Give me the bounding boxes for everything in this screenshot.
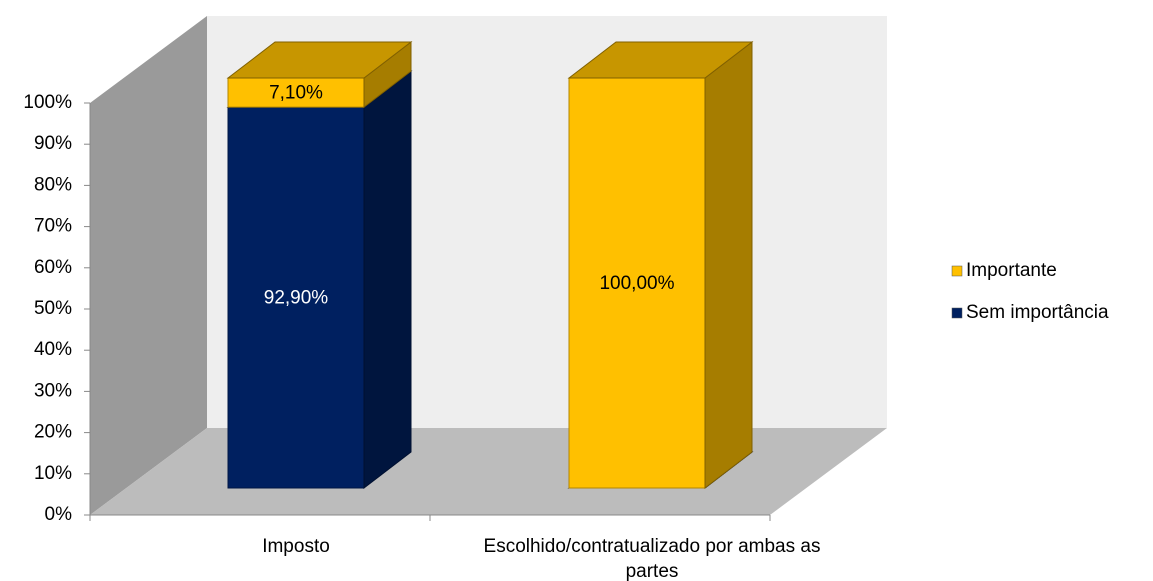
value-label: 92,90%	[264, 288, 329, 309]
y-tick-label: 90%	[34, 133, 72, 154]
bar-front	[568, 77, 706, 489]
y-tick-label: 40%	[34, 339, 72, 360]
bar-front	[227, 77, 365, 108]
y-tick-label: 50%	[34, 298, 72, 319]
y-tick-label: 20%	[34, 422, 72, 443]
bar-top	[226, 41, 413, 79]
legend-label: Importante	[966, 260, 1057, 281]
bar-side	[363, 70, 412, 490]
y-tick-label: 100%	[23, 92, 72, 113]
value-label: 100,00%	[599, 273, 674, 294]
bar-top	[567, 41, 754, 79]
bar-front	[227, 106, 365, 489]
y-tick-label: 0%	[45, 504, 73, 525]
value-label: 7,10%	[269, 83, 323, 104]
x-tick-label: Escolhido/contratualizado por ambas as p…	[483, 536, 821, 581]
x-tick-label: Imposto	[262, 536, 330, 557]
legend-swatch	[951, 307, 963, 319]
side-wall	[90, 16, 207, 515]
floor	[90, 428, 887, 515]
legend-label: Sem importância	[966, 302, 1109, 323]
y-tick-label: 70%	[34, 216, 72, 237]
y-tick-label: 30%	[34, 380, 72, 401]
legend-swatch	[951, 265, 963, 277]
bar-side	[704, 40, 753, 490]
y-tick-label: 80%	[34, 174, 72, 195]
y-tick-label: 60%	[34, 257, 72, 278]
y-tick-label: 10%	[34, 463, 72, 484]
